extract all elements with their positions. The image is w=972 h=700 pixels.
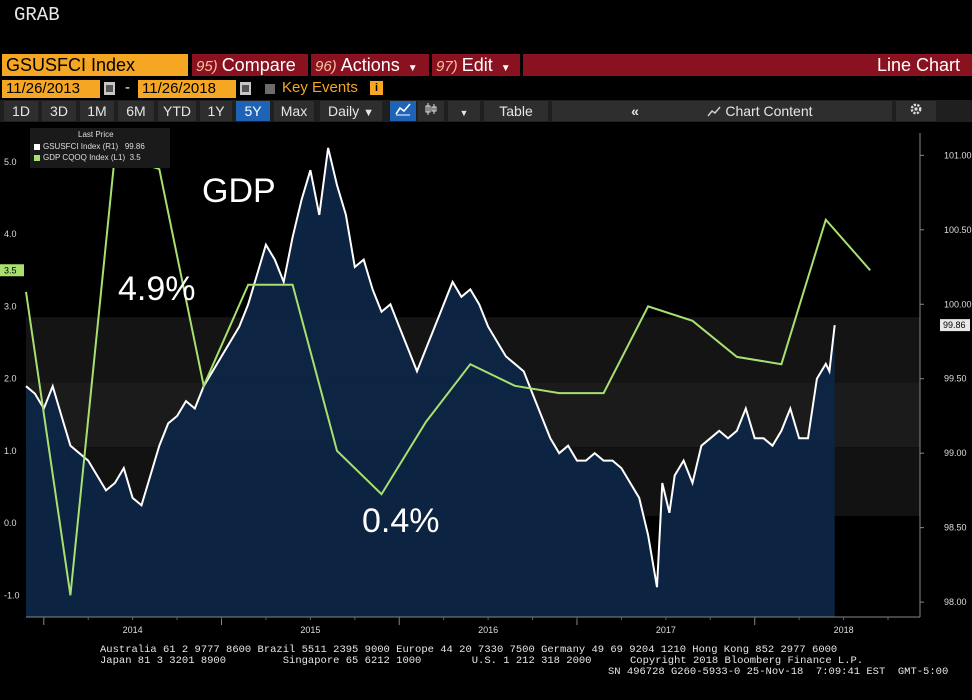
actions-button[interactable]: 96) Actions ▼	[311, 54, 429, 76]
line-chart-icon[interactable]	[390, 101, 416, 121]
x-tick-label: 2018	[834, 625, 854, 635]
y-tick-label-left: 1.0	[4, 446, 17, 456]
start-date-field[interactable]: 11/26/2013	[2, 80, 100, 98]
series-line-gdp	[25, 153, 871, 596]
y-tick-label-right: 98.50	[944, 523, 967, 533]
chart-content-label: Chart Content	[725, 103, 813, 119]
chevron-down-icon: ▼	[407, 63, 418, 74]
ticker-field[interactable]: GSUSFCI Index	[2, 54, 188, 76]
x-tick-label: 2017	[656, 625, 676, 635]
x-tick-label: 2016	[478, 625, 498, 635]
series-area-gsusfci	[26, 147, 835, 617]
footer-session: SN 496728 G260-5933-0 25-Nov-18 7:09:41 …	[608, 666, 949, 678]
y-tick-label-left: 4.0	[4, 229, 17, 239]
legend-value: 3.5	[129, 153, 141, 162]
current-tag-right-text: 99.86	[943, 320, 966, 330]
y-tick-label-right: 98.00	[944, 597, 967, 607]
key-events-checkbox[interactable]	[265, 84, 275, 94]
compare-number: 95)	[196, 58, 218, 75]
legend-item-gsusfci: GSUSFCI Index (R1) 99.86	[34, 142, 145, 151]
current-tag-right	[940, 319, 970, 332]
period-button-1m[interactable]: 1M	[80, 101, 114, 121]
chart-content-button[interactable]: Chart Content	[700, 101, 820, 121]
chart-type-label: Line Chart	[523, 54, 972, 76]
x-tick-label: 2015	[300, 625, 320, 635]
caret-down-icon: ▼	[363, 107, 374, 119]
y-tick-label-left: 5.0	[4, 157, 17, 167]
y-tick-label-left: -1.0	[4, 590, 20, 600]
y-tick-label-right: 99.00	[944, 448, 967, 458]
candlestick-icon[interactable]	[418, 101, 444, 121]
chart-content-icon	[707, 106, 722, 117]
period-button-1d[interactable]: 1D	[4, 101, 38, 121]
actions-number: 96)	[315, 58, 337, 75]
actions-label: Actions	[340, 55, 400, 75]
grab-label: GRAB	[14, 4, 60, 26]
annotation-low: 0.4%	[362, 502, 440, 540]
period-button-3d[interactable]: 3D	[42, 101, 76, 121]
key-events-label[interactable]: Key Events	[282, 79, 358, 96]
compare-label: Compare	[221, 55, 296, 75]
period-button-5y[interactable]: 5Y	[236, 101, 270, 121]
frequency-select[interactable]: Daily ▼	[320, 101, 382, 121]
end-date-field[interactable]: 11/26/2018	[138, 80, 236, 98]
calendar-icon[interactable]	[240, 82, 251, 95]
edit-label: Edit	[461, 55, 493, 75]
legend-swatch	[34, 154, 40, 161]
chart-options-dropdown[interactable]: ▼	[448, 101, 480, 121]
y-tick-label-left: 0.0	[4, 518, 17, 528]
legend-item-gdp: GDP CQOQ Index (L1) 3.5	[34, 153, 141, 162]
legend-label: GDP CQOQ Index (L1)	[43, 153, 126, 162]
date-separator: -	[125, 79, 130, 96]
calendar-icon[interactable]	[104, 82, 115, 95]
y-tick-label-right: 100.50	[944, 225, 972, 235]
chart-content-bar	[552, 101, 892, 121]
y-tick-label-right: 101.00	[944, 150, 972, 160]
footer: Australia 61 2 9777 8600 Brazil 5511 239…	[0, 644, 972, 700]
footer-copyright: Copyright 2018 Bloomberg Finance L.P.	[630, 655, 864, 667]
edit-button[interactable]: 97) Edit ▼	[432, 54, 520, 76]
table-button[interactable]: Table	[484, 101, 548, 121]
chart-area[interactable]: -1.0 0.0 1.0 2.0 3.0 4.0 5.0 98.00 98.50 99.00 99.…	[0, 125, 972, 645]
y-tick-label-left: 2.0	[4, 374, 17, 384]
y-tick-label-right: 100.00	[944, 299, 972, 309]
y-tick-label-left: 3.0	[4, 301, 17, 311]
chart-legend: Last Price GSUSFCI Index (R1) 99.86 GDP …	[30, 128, 170, 168]
legend-label: GSUSFCI Index (R1)	[43, 142, 119, 151]
line-chart[interactable]: -1.0 0.0 1.0 2.0 3.0 4.0 5.0 98.00 98.50 99.00 99.…	[0, 125, 972, 645]
current-tag-left	[0, 264, 24, 277]
gear-icon[interactable]	[896, 101, 936, 121]
footer-contacts-2: Japan 81 3 3201 8900 Singapore 65 6212 1…	[100, 655, 592, 667]
legend-header: Last Price	[78, 130, 114, 139]
annotation-gdp: GDP	[202, 172, 276, 210]
y-tick-label-right: 99.50	[944, 374, 967, 384]
period-button-max[interactable]: Max	[274, 101, 314, 121]
period-button-ytd[interactable]: YTD	[158, 101, 196, 121]
chevron-down-icon: ▼	[500, 63, 511, 74]
edit-number: 97)	[436, 58, 458, 75]
compare-button[interactable]: 95) Compare	[192, 54, 308, 76]
collapse-icon[interactable]: «	[631, 103, 639, 119]
x-tick-label: 2014	[123, 625, 143, 635]
caret-down-icon: ▼	[459, 108, 469, 118]
legend-swatch	[34, 143, 40, 150]
current-tag-left-text: 3.5	[4, 265, 17, 275]
period-button-6m[interactable]: 6M	[118, 101, 154, 121]
footer-contacts: Australia 61 2 9777 8600 Brazil 5511 239…	[100, 644, 838, 656]
period-button-1y[interactable]: 1Y	[200, 101, 232, 121]
legend-value: 99.86	[124, 142, 145, 151]
annotation-high: 4.9%	[118, 270, 196, 308]
info-icon[interactable]: i	[370, 81, 383, 95]
frequency-label: Daily	[328, 103, 360, 119]
series-line-gsusfci	[25, 147, 836, 588]
